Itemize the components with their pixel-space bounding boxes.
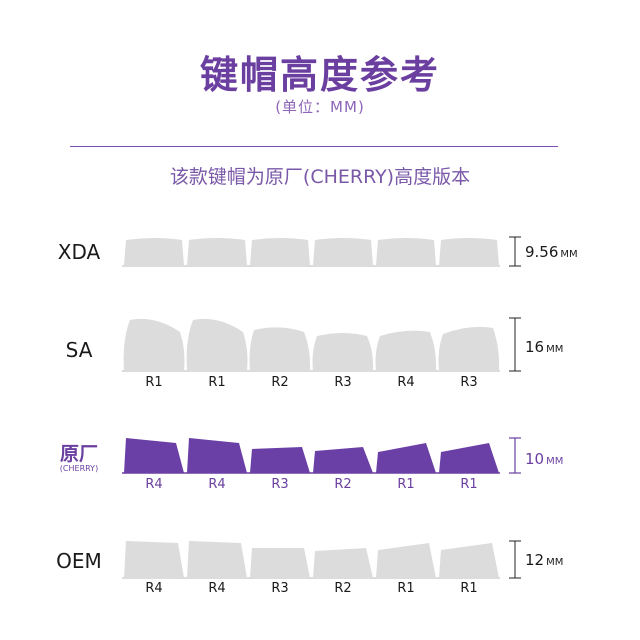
keycap-oem-r3 [250,548,310,578]
row-label-sa-1: R1 [145,375,163,390]
keycaps-sa [123,318,500,371]
row-label-oem-1: R4 [145,581,163,596]
keycap-sa-r4 [375,330,437,371]
row-label-sa-6: R3 [460,375,478,390]
keycaps-xda [124,238,499,266]
keycap-cherry-r1-a [376,443,436,473]
row-label-cherry-6: R1 [460,477,478,492]
height-bracket-sa [509,317,521,372]
row-label-oem-3: R3 [271,581,289,596]
height-value: 10 [525,450,545,468]
row-label-cherry-2: R4 [208,477,226,492]
keycap-oem-r4-b [187,541,247,578]
keycap-xda-4 [313,238,373,266]
height-unit: MM [546,344,564,355]
row-label-cherry-5: R1 [397,477,415,492]
keycap-cherry-r2 [313,447,373,473]
height-bracket-oem [509,540,521,579]
row-label-sa-5: R4 [397,375,415,390]
keycap-oem-r4-a [124,541,184,578]
height-sa: 16 MM [525,338,563,356]
profile-name-oem: OEM [56,549,102,573]
subtitle: 该款键帽为原厂(CHERRY)高度版本 [169,166,471,188]
height-cherry: 10 MM [525,450,563,468]
keycap-xda-2 [187,238,247,266]
height-bracket-cherry [509,437,521,474]
keycap-sa-r3-b [438,326,500,371]
keycap-oem-r2 [313,548,373,578]
profile-name-cherry: 原厂 [59,443,98,465]
height-unit: MM [546,456,564,467]
height-oem: 12 MM [525,551,563,569]
height-unit: MM [546,557,564,568]
row-label-oem-2: R4 [208,581,226,596]
keycap-oem-r1-a [376,543,436,578]
keycap-xda-5 [376,238,436,266]
row-label-oem-4: R2 [334,581,352,596]
keycap-sa-r2 [249,327,311,371]
keycaps-oem [124,541,499,578]
height-value: 9.56 [525,243,559,261]
keycap-cherry-r4-a [124,438,184,473]
height-bracket-xda [509,236,521,267]
row-label-sa-2: R1 [208,375,226,390]
height-value: 16 [525,338,545,356]
profile-name-xda: XDA [57,240,101,264]
row-label-sa-4: R3 [334,375,352,390]
keycap-xda-6 [439,238,499,266]
height-value: 12 [525,551,545,569]
keycap-sa-r1-b [186,318,248,371]
keycaps-cherry [124,438,499,473]
row-label-oem-5: R1 [397,581,415,596]
unit-note: (单位：MM) [275,98,365,116]
row-label-cherry-4: R2 [334,477,352,492]
profile-sub-cherry: (CHERRY) [59,464,99,473]
keycap-cherry-r1-b [439,443,499,473]
keycap-cherry-r3 [250,447,310,473]
height-xda: 9.56 MM [525,243,578,261]
page-title: 键帽高度参考 [199,53,440,97]
profile-name-sa: SA [65,338,93,362]
keycap-cherry-r4-b [187,438,247,473]
height-unit: MM [560,249,578,260]
row-label-oem-6: R1 [460,581,478,596]
row-label-cherry-3: R3 [271,477,289,492]
row-label-sa-3: R2 [271,375,289,390]
row-label-cherry-1: R4 [145,477,163,492]
title-divider [70,146,558,147]
keycap-sa-r1-a [123,318,185,371]
keycap-xda-1 [124,238,184,266]
keycap-sa-r3 [312,333,374,371]
keycap-oem-r1-b [439,543,499,578]
keycap-xda-3 [250,238,310,266]
